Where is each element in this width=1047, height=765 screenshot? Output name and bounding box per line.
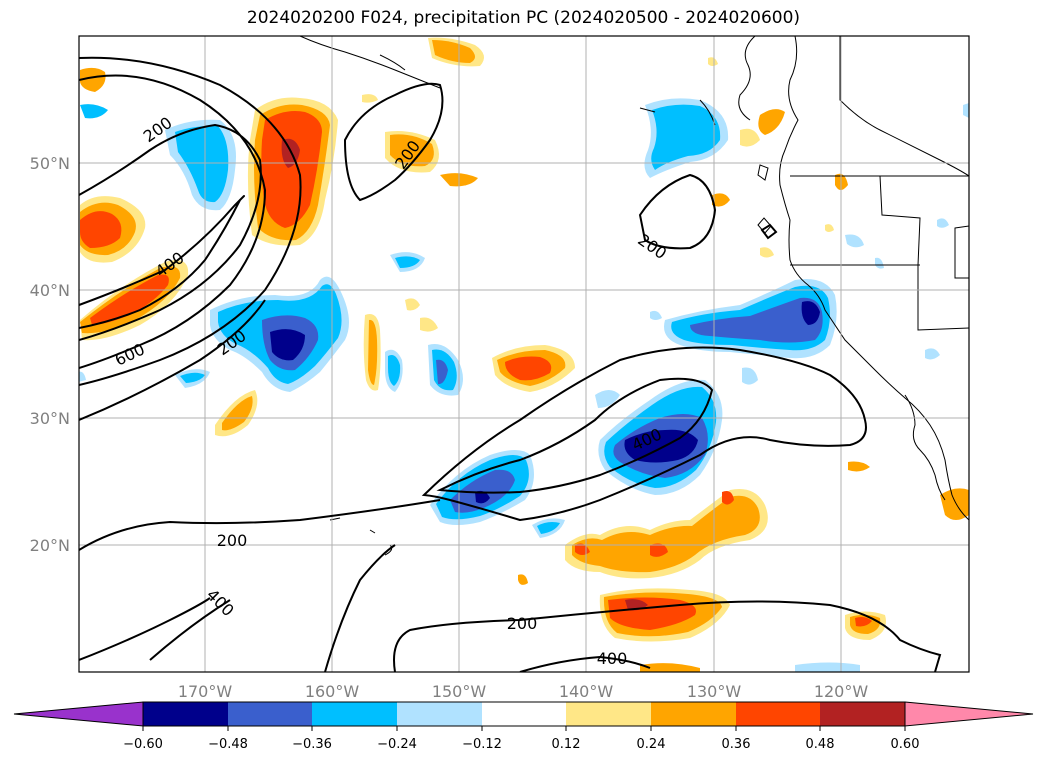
lat-label: 40°N: [30, 281, 70, 300]
colorbar-segment: [312, 702, 397, 726]
colorbar-tick-label: 0.60: [891, 737, 920, 752]
map-panel: 200 400 600 200 200 200 400 200 200 400 …: [79, 36, 969, 672]
colorbar-segment: [397, 702, 482, 726]
colorbar-segment: [820, 702, 905, 726]
colorbar-segment: [566, 702, 651, 726]
lon-label: 130°W: [687, 682, 742, 701]
contour-lines: [79, 56, 942, 672]
latitude-labels: 50°N 40°N 30°N 20°N: [30, 154, 70, 555]
colorbar-tick-label: −0.48: [208, 737, 248, 752]
colorbar: −0.60 −0.48 −0.36 −0.24 −0.12 0.12 0.24 …: [13, 701, 1034, 752]
colorbar-tick-label: −0.24: [377, 737, 417, 752]
colorbar-tick-label: −0.12: [462, 737, 502, 752]
map-frame: [78, 35, 970, 673]
lat-label: 30°N: [30, 409, 70, 428]
colorbar-segment: [482, 702, 566, 726]
contour-label: 200: [217, 531, 248, 550]
colorbar-tick-label: −0.60: [123, 737, 163, 752]
coastlines: [299, 36, 969, 672]
positive-anomaly-shading: [80, 37, 969, 672]
lon-label: 150°W: [432, 682, 487, 701]
lon-label: 120°W: [814, 682, 869, 701]
map-title: 2024020200 F024, precipitation PC (20240…: [246, 8, 801, 28]
contour-label: 200: [507, 614, 538, 633]
colorbar-segment: [736, 702, 820, 726]
colorbar-tick-label: 0.12: [552, 737, 581, 752]
lon-label: 160°W: [305, 682, 360, 701]
lat-label: 50°N: [30, 154, 70, 173]
colorbar-extend-max: [904, 701, 1034, 727]
lat-label: 20°N: [30, 536, 70, 555]
colorbar-segment: [143, 702, 228, 726]
colorbar-extend-min: [13, 701, 144, 727]
colorbar-tick-label: 0.36: [722, 737, 751, 752]
colorbar-tick-label: 0.24: [637, 737, 666, 752]
colorbar-segment: [651, 702, 736, 726]
contour-label: 400: [597, 649, 628, 668]
lon-label: 170°W: [178, 682, 233, 701]
colorbar-tick-label: −0.36: [292, 737, 332, 752]
longitude-labels: 170°W 160°W 150°W 140°W 130°W 120°W: [178, 682, 869, 701]
colorbar-tick-label: 0.48: [806, 737, 835, 752]
graticule: [79, 36, 969, 672]
lon-label: 140°W: [559, 682, 614, 701]
colorbar-segment: [228, 702, 312, 726]
